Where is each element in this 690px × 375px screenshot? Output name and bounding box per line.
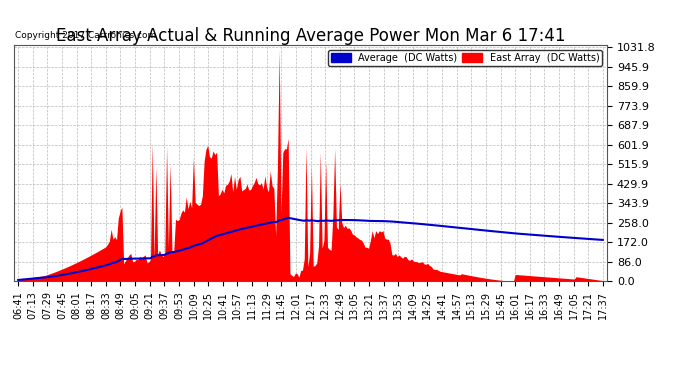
Legend: Average  (DC Watts), East Array  (DC Watts): Average (DC Watts), East Array (DC Watts…: [328, 50, 602, 66]
Text: Copyright 2017 Cartronics.com: Copyright 2017 Cartronics.com: [15, 31, 156, 40]
Title: East Array Actual & Running Average Power Mon Mar 6 17:41: East Array Actual & Running Average Powe…: [56, 27, 565, 45]
